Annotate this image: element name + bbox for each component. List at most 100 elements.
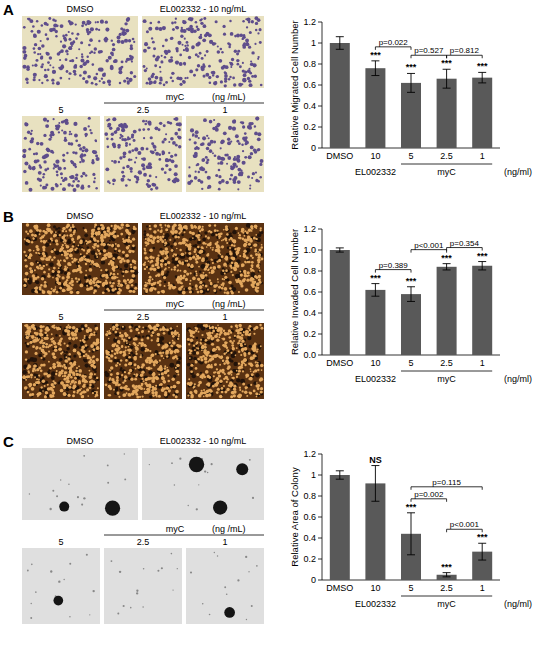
cell (162, 151, 166, 155)
cell (82, 77, 85, 80)
texture (91, 250, 96, 255)
texture (152, 278, 154, 280)
cell (55, 160, 59, 164)
cell (160, 230, 163, 233)
cell (37, 267, 40, 270)
cell (162, 26, 166, 30)
cell (50, 243, 52, 245)
cell (95, 264, 99, 268)
cell (234, 156, 236, 158)
cell (109, 126, 112, 129)
cell (95, 187, 97, 189)
cell (30, 20, 33, 23)
cell (155, 186, 158, 189)
cell (152, 55, 155, 58)
cell (179, 54, 182, 57)
cell (188, 174, 191, 177)
cell (159, 82, 162, 85)
cell (174, 164, 178, 168)
cell (31, 234, 34, 237)
cell (98, 29, 100, 31)
cell (147, 46, 150, 49)
cell (132, 250, 135, 253)
texture (219, 289, 221, 291)
cell (100, 269, 102, 271)
texture (57, 230, 60, 233)
cell (50, 150, 54, 154)
texture (236, 259, 241, 264)
cell (84, 229, 87, 232)
cell (159, 66, 161, 68)
cell (40, 142, 44, 146)
cell (151, 37, 153, 39)
texture (55, 250, 60, 255)
cell (144, 42, 148, 46)
cell (57, 270, 60, 273)
cell (118, 288, 120, 290)
cell (146, 147, 149, 150)
cell (155, 76, 159, 80)
cell (244, 70, 247, 73)
texture (115, 265, 119, 269)
cell (183, 226, 186, 229)
cell (186, 28, 188, 30)
cell (52, 277, 54, 279)
texture (204, 231, 207, 234)
cell (192, 135, 194, 137)
cell (120, 233, 123, 236)
cell (60, 183, 62, 185)
cell (114, 59, 118, 63)
cell (248, 126, 252, 130)
unit-label: (ng /mL) (212, 92, 246, 102)
cell (29, 188, 33, 192)
cell (227, 42, 230, 45)
cell (40, 257, 42, 259)
cell (43, 118, 47, 122)
cell (73, 163, 77, 167)
cell (57, 260, 59, 262)
texture (88, 275, 92, 279)
cell (48, 17, 51, 20)
cell (238, 291, 240, 293)
cell (204, 34, 207, 37)
texture (235, 274, 240, 279)
cell (257, 58, 259, 60)
cell (197, 179, 200, 182)
cell (208, 268, 210, 270)
cell (132, 274, 136, 278)
cell (195, 261, 198, 264)
cell (81, 158, 83, 160)
cell (112, 267, 116, 271)
cell (208, 33, 212, 37)
cell (78, 265, 81, 268)
cell (31, 130, 33, 132)
cell (58, 275, 60, 277)
cell (65, 256, 68, 259)
cell (54, 288, 56, 290)
cell (37, 30, 41, 34)
cell (40, 185, 42, 187)
cell (245, 42, 249, 46)
cell (125, 29, 129, 33)
cell (83, 70, 87, 74)
cell (59, 59, 61, 61)
cell (203, 158, 205, 160)
cell (101, 227, 105, 231)
cell (43, 240, 46, 243)
cell (64, 266, 66, 268)
cell (108, 252, 110, 254)
cell (245, 261, 247, 263)
cell (73, 188, 77, 192)
texture (181, 253, 186, 258)
cell (160, 60, 163, 63)
cell (34, 64, 37, 67)
cell (97, 231, 100, 234)
cell (62, 230, 65, 233)
cell (55, 35, 57, 37)
cell (50, 230, 53, 233)
cell (198, 171, 200, 173)
cell (81, 53, 83, 55)
cell (54, 249, 56, 251)
cell (146, 257, 149, 260)
cell (205, 171, 208, 174)
